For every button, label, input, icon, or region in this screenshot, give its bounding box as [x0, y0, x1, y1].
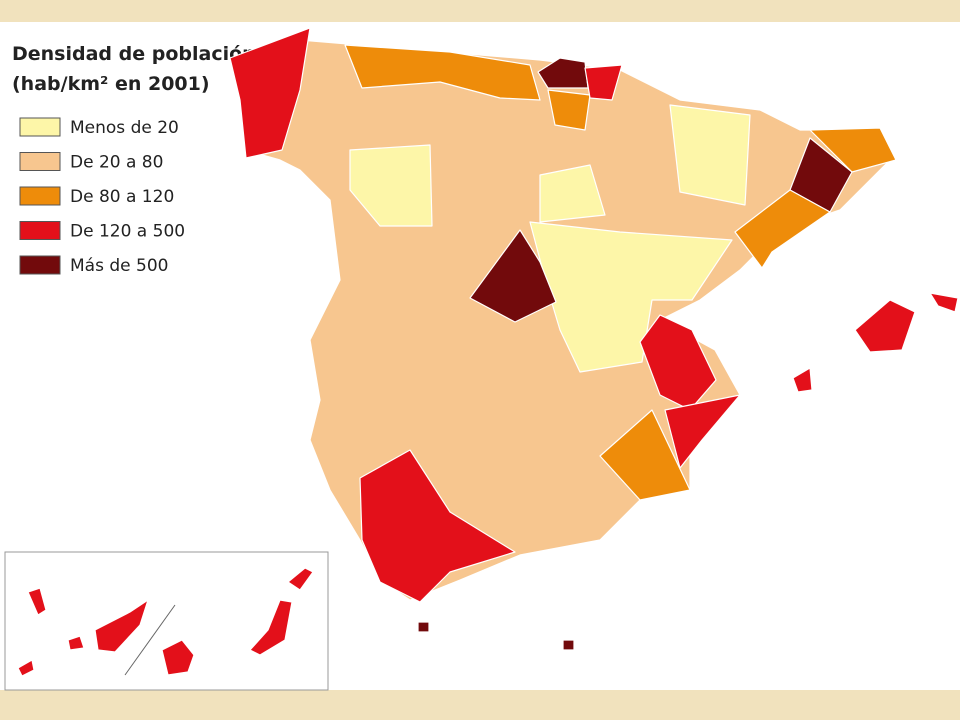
- legend-label: De 20 a 80: [70, 153, 163, 173]
- province: [639, 314, 717, 411]
- island: [27, 587, 47, 616]
- legend-swatch: [19, 117, 61, 137]
- island: [161, 639, 195, 676]
- island: [287, 567, 314, 591]
- island: [249, 599, 293, 656]
- legend-label: Más de 500: [70, 256, 168, 276]
- province: [469, 229, 557, 323]
- legend-swatch: [19, 186, 61, 206]
- province: [809, 127, 897, 173]
- province: [349, 144, 433, 227]
- legend-label: De 120 a 500: [70, 222, 185, 242]
- province: [547, 89, 591, 131]
- legend-swatch: [19, 152, 61, 171]
- province: [529, 221, 733, 373]
- province: [539, 164, 606, 223]
- province: [359, 449, 516, 603]
- island: [67, 635, 85, 651]
- legend-label: De 80 a 120: [70, 187, 174, 207]
- province: [599, 409, 691, 501]
- legend: Menos de 20 De 20 a 80 De 80 a 120 De 120 a…: [19, 117, 185, 276]
- island: [929, 292, 959, 313]
- legend-label: Menos de 20: [70, 118, 179, 138]
- legend-swatch: [19, 221, 61, 240]
- inset-divider: [124, 604, 176, 676]
- ceuta: [417, 621, 430, 633]
- island: [17, 659, 35, 677]
- spain-map: [4, 27, 959, 691]
- legend-swatch: [19, 255, 61, 275]
- island: [854, 299, 916, 353]
- province: [229, 27, 311, 159]
- map-subtitle: (hab/km² en 2001): [12, 73, 210, 95]
- province: [734, 189, 831, 269]
- map-title: Densidad de población: [12, 43, 256, 65]
- province: [664, 394, 741, 469]
- province: [669, 104, 751, 206]
- province: [344, 44, 541, 101]
- island: [792, 367, 813, 393]
- melilla: [562, 639, 575, 651]
- province: [584, 64, 623, 101]
- island: [94, 599, 149, 653]
